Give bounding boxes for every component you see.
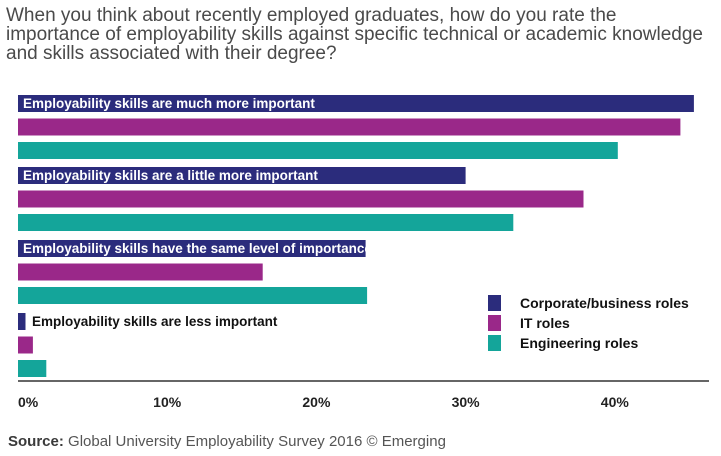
bar-engineering-2 bbox=[18, 214, 514, 231]
legend-swatch-engineering bbox=[488, 335, 501, 351]
x-tick-label-0: 0% bbox=[18, 394, 39, 410]
source-label: Source: bbox=[8, 433, 64, 450]
legend-label-it: IT roles bbox=[520, 315, 570, 331]
category-label-1: Employability skills are much more impor… bbox=[23, 96, 315, 111]
x-tick-label-40: 40% bbox=[601, 394, 630, 410]
bar-corporate-2 bbox=[18, 167, 466, 184]
legend-label-engineering: Engineering roles bbox=[520, 335, 638, 351]
legend-swatch-it bbox=[488, 315, 501, 331]
bar-it-3 bbox=[18, 263, 263, 281]
bar-it-4 bbox=[18, 336, 33, 354]
x-tick-label-20: 20% bbox=[302, 394, 331, 410]
bar-engineering-1 bbox=[18, 142, 618, 159]
x-tick-label-30: 30% bbox=[452, 394, 481, 410]
category-label-2: Employability skills are a little more i… bbox=[23, 168, 318, 183]
legend-swatch-corporate bbox=[488, 295, 501, 311]
x-tick-label-10: 10% bbox=[153, 394, 182, 410]
bar-corporate-4 bbox=[18, 313, 26, 330]
source-note: Source: Global University Employability … bbox=[8, 433, 446, 450]
bar-engineering-4 bbox=[18, 360, 47, 377]
bar-it-2 bbox=[18, 190, 584, 208]
category-label-3: Employability skills have the same level… bbox=[23, 241, 372, 256]
bar-corporate-3 bbox=[18, 240, 366, 257]
bar-it-1 bbox=[18, 118, 681, 136]
source-text: Global University Employability Survey 2… bbox=[63, 433, 446, 450]
chart-title: When you think about recently employed g… bbox=[6, 5, 703, 64]
legend-label-corporate: Corporate/business roles bbox=[520, 295, 689, 311]
category-label-4: Employability skills are less important bbox=[32, 314, 278, 329]
bar-corporate-1 bbox=[18, 95, 694, 112]
bar-engineering-3 bbox=[18, 287, 368, 304]
